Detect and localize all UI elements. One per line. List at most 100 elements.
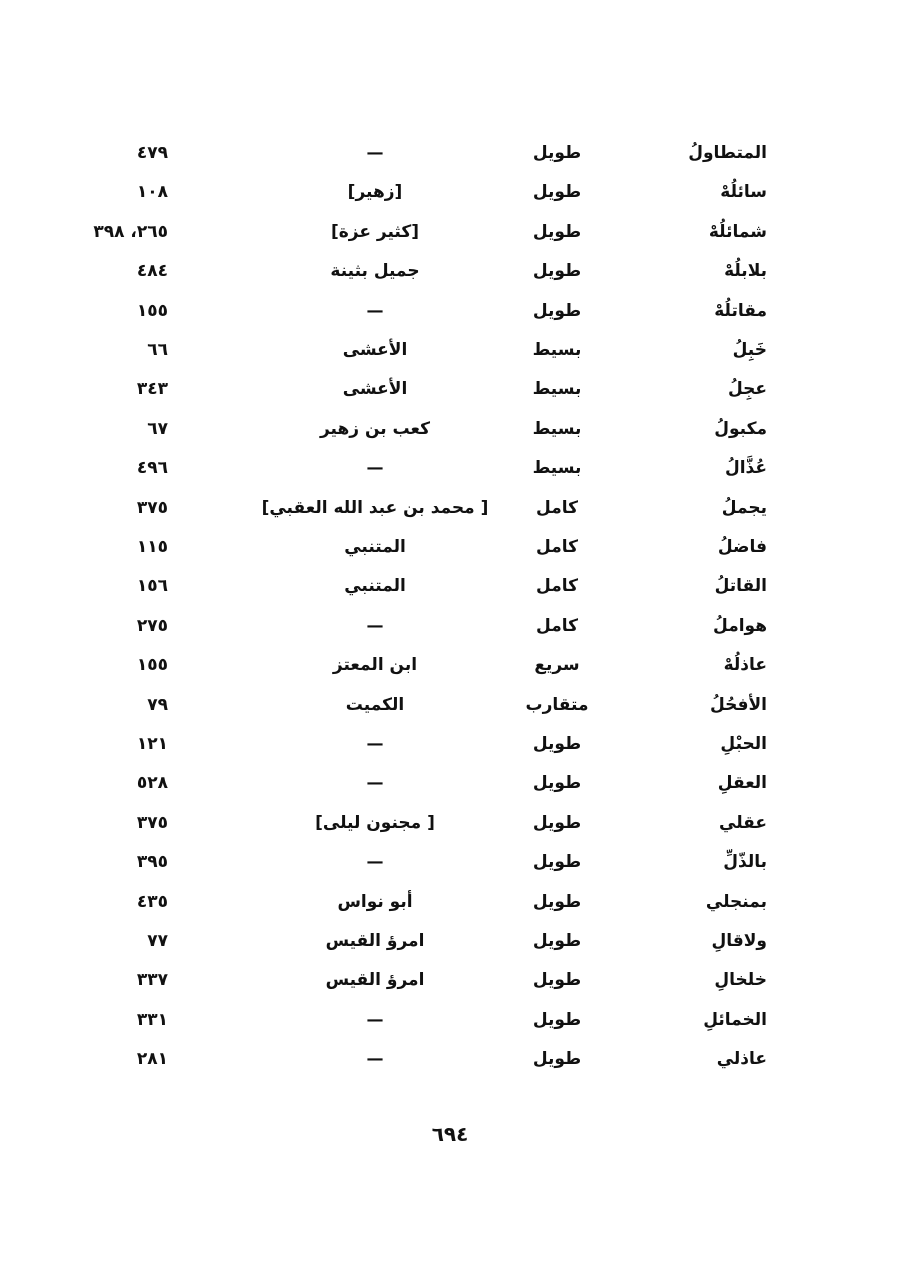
page-refs: ٣٩٥ bbox=[136, 852, 168, 873]
poet-name: ابن المعتز bbox=[332, 655, 418, 676]
meter-name: طويل bbox=[532, 300, 582, 321]
poet-name: جميل بثينة bbox=[330, 261, 420, 282]
meter-name: بسيط bbox=[532, 379, 582, 400]
page-refs: ٥٢٨ bbox=[136, 773, 168, 794]
meter-name: طويل bbox=[532, 734, 582, 754]
poet-name: المتنبي bbox=[344, 537, 406, 557]
rhyme-word: خلخالِ bbox=[714, 970, 767, 991]
index-row: الحبْلِ طويل — ١٢١ bbox=[0, 726, 900, 762]
meter-name: طويل bbox=[532, 852, 582, 873]
rhyme-word: هواملُ bbox=[713, 615, 767, 636]
rhyme-word: القاتلُ bbox=[714, 576, 767, 597]
rhyme-word: بلابلُهْ bbox=[724, 261, 767, 282]
meter-name: كامل bbox=[536, 537, 578, 557]
index-row: المتطاولُ طويل — ٤٧٩ bbox=[0, 135, 900, 171]
rhyme-word: الخمائلِ bbox=[703, 1009, 767, 1030]
poet-name: — bbox=[366, 734, 384, 754]
page-refs: ٢٧٥ bbox=[136, 615, 168, 636]
rhyme-word: شمائلُهْ bbox=[708, 221, 767, 242]
poet-name: أبو نواس bbox=[337, 891, 413, 912]
index-row: هواملُ كامل — ٢٧٥ bbox=[0, 608, 900, 644]
poet-name: امرؤ القيس bbox=[325, 931, 425, 951]
rhyme-word: الأفحُلُ bbox=[709, 694, 767, 715]
page-refs: ١٢١ bbox=[136, 734, 168, 754]
meter-name: كامل bbox=[536, 576, 578, 597]
page-refs: ٣٣٧ bbox=[136, 970, 168, 991]
index-row: عُذَّالُ بسيط — ٤٩٦ bbox=[0, 450, 900, 486]
index-row: الخمائلِ طويل — ٣٣١ bbox=[0, 1002, 900, 1038]
rhyme-word: مكبولُ bbox=[714, 418, 767, 439]
page-refs: ٧٩ bbox=[147, 694, 168, 715]
poet-name: — bbox=[366, 143, 384, 163]
index-row: خلخالِ طويل امرؤ القيس ٣٣٧ bbox=[0, 962, 900, 998]
index-row: عقلي طويل [ مجنون ليلى] ٣٧٥ bbox=[0, 805, 900, 841]
index-row: القاتلُ كامل المتنبي ١٥٦ bbox=[0, 568, 900, 604]
meter-name: بسيط bbox=[532, 418, 582, 439]
meter-name: طويل bbox=[532, 143, 582, 163]
rhyme-word: يجملُ bbox=[721, 497, 767, 518]
meter-name: كامل bbox=[536, 615, 578, 636]
page-refs: ١١٥ bbox=[136, 537, 168, 557]
poet-name: الكميت bbox=[345, 694, 405, 715]
rhyme-word: بالذّلِّ bbox=[723, 852, 767, 873]
index-row: ولاقالِ طويل امرؤ القيس ٧٧ bbox=[0, 923, 900, 959]
rhyme-word: عجِلُ bbox=[727, 379, 767, 400]
poet-name: المتنبي bbox=[344, 576, 406, 597]
meter-name: طويل bbox=[532, 1009, 582, 1030]
page-refs: ٣٧٥ bbox=[136, 812, 168, 833]
page-refs: ١٥٥ bbox=[136, 300, 168, 321]
page-refs: ٢٦٥، ٣٩٨ bbox=[93, 221, 168, 242]
index-row: العقلِ طويل — ٥٢٨ bbox=[0, 765, 900, 801]
index-row: بلابلُهْ طويل جميل بثينة ٤٨٤ bbox=[0, 253, 900, 289]
rhyme-word: مقاتلُهْ bbox=[714, 300, 767, 321]
poet-name: كعب بن زهير bbox=[319, 418, 431, 439]
meter-name: طويل bbox=[532, 182, 582, 203]
rhyme-word: عاذلي bbox=[716, 1049, 767, 1070]
page-refs: ٤٩٦ bbox=[136, 458, 168, 479]
poet-name: [ مجنون ليلى] bbox=[315, 812, 435, 833]
page-refs: ٤٨٤ bbox=[136, 261, 168, 282]
index-row: بمنجلي طويل أبو نواس ٤٣٥ bbox=[0, 884, 900, 920]
page-number: ٦٩٤ bbox=[431, 1122, 469, 1146]
index-row: شمائلُهْ طويل [كثير عزة] ٢٦٥، ٣٩٨ bbox=[0, 214, 900, 250]
page-refs: ٦٦ bbox=[147, 340, 168, 360]
index-row: عاذلي طويل — ٢٨١ bbox=[0, 1041, 900, 1077]
poet-name: — bbox=[366, 458, 384, 479]
page-refs: ١٠٨ bbox=[136, 182, 168, 203]
poet-name: — bbox=[366, 773, 384, 794]
poet-name: — bbox=[366, 1009, 384, 1030]
rhyme-word: المتطاولُ bbox=[688, 143, 767, 163]
meter-name: طويل bbox=[532, 773, 582, 794]
rhyme-word: بمنجلي bbox=[705, 891, 767, 912]
meter-name: طويل bbox=[532, 221, 582, 242]
index-row: بالذّلِّ طويل — ٣٩٥ bbox=[0, 844, 900, 880]
poet-name: الأعشى bbox=[342, 379, 408, 400]
poet-name: [ محمد بن عبد الله العقبي] bbox=[261, 497, 489, 518]
rhyme-word: عُذَّالُ bbox=[724, 458, 767, 479]
index-row: خَبِلُ بسيط الأعشى ٦٦ bbox=[0, 332, 900, 368]
meter-name: طويل bbox=[532, 931, 582, 951]
meter-name: بسيط bbox=[532, 340, 582, 360]
page-refs: ١٥٥ bbox=[136, 655, 168, 676]
page-refs: ٣٧٥ bbox=[136, 497, 168, 518]
page-refs: ٣٣١ bbox=[136, 1009, 168, 1030]
meter-name: طويل bbox=[532, 1049, 582, 1070]
page-refs: ١٥٦ bbox=[136, 576, 168, 597]
rhyme-word: ولاقالِ bbox=[711, 931, 768, 951]
index-row: الأفحُلُ متقارب الكميت ٧٩ bbox=[0, 687, 900, 723]
meter-name: متقارب bbox=[525, 694, 589, 715]
index-row: عجِلُ بسيط الأعشى ٣٤٣ bbox=[0, 371, 900, 407]
index-row: سائلُهْ طويل [زهير] ١٠٨ bbox=[0, 174, 900, 210]
meter-name: بسيط bbox=[532, 458, 582, 479]
rhyme-word: الحبْلِ bbox=[720, 734, 767, 754]
rhyme-word: عاذلُهْ bbox=[723, 655, 767, 676]
poet-name: امرؤ القيس bbox=[325, 970, 425, 991]
rhyme-word: خَبِلُ bbox=[732, 340, 767, 360]
poet-name: — bbox=[366, 615, 384, 636]
poet-name: — bbox=[366, 1049, 384, 1070]
meter-name: طويل bbox=[532, 261, 582, 282]
page-refs: ٢٨١ bbox=[136, 1049, 168, 1070]
page-refs: ٧٧ bbox=[147, 931, 168, 951]
index-row: عاذلُهْ سريع ابن المعتز ١٥٥ bbox=[0, 647, 900, 683]
meter-name: كامل bbox=[536, 497, 578, 518]
